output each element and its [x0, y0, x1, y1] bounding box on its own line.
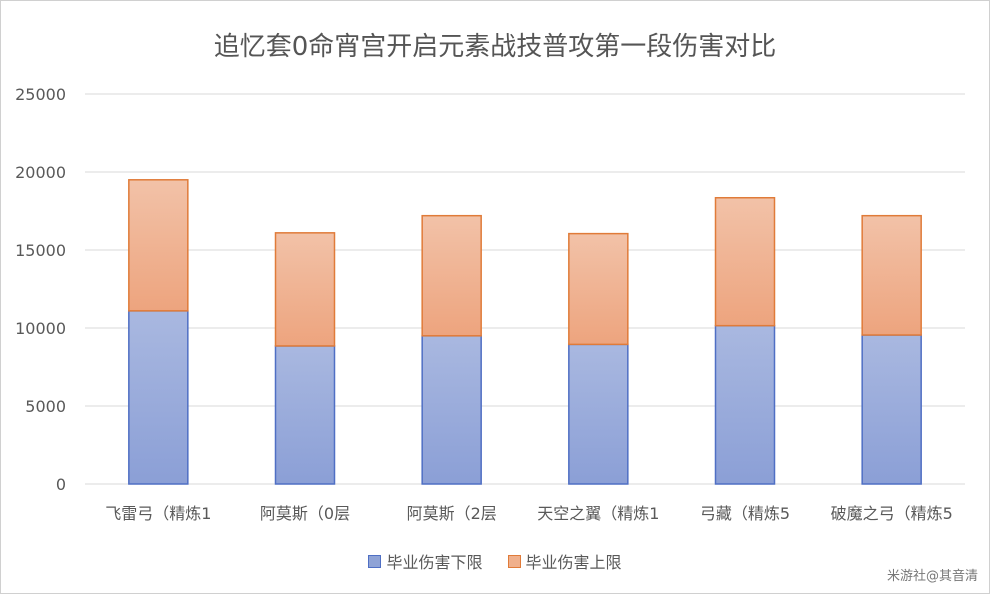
- chart-title: 追忆套0命宵宫开启元素战技普攻第一段伤害对比: [213, 32, 777, 62]
- bar-lower: [714, 324, 776, 485]
- y-tick-label: 0: [56, 475, 66, 494]
- legend-swatch-upper: [507, 554, 521, 568]
- bar-upper: [274, 232, 336, 347]
- x-tick-label: 飞雷弓（精炼1: [105, 504, 211, 523]
- x-tick-label: 破魔之弓（精炼5: [831, 504, 953, 523]
- bar-lower: [128, 310, 189, 485]
- y-tick-label: 20000: [15, 163, 66, 182]
- y-tick-label: 10000: [15, 319, 66, 338]
- legend-label-lower: 毕业伤害下限: [386, 553, 483, 572]
- bar-lower: [861, 334, 922, 485]
- x-tick-label: 阿莫斯（2层: [407, 504, 497, 523]
- bar-lower: [568, 343, 629, 485]
- y-tick-label: 15000: [15, 241, 66, 260]
- bar-lower: [421, 335, 482, 485]
- legend-swatch-lower: [368, 554, 382, 568]
- x-tick-label: 弓藏（精炼5: [700, 504, 790, 523]
- bar-lower: [274, 345, 336, 485]
- bar-upper: [861, 214, 922, 336]
- bar-upper: [714, 196, 776, 327]
- legend-label-upper: 毕业伤害上限: [525, 553, 622, 572]
- legend-item-upper: 毕业伤害上限: [507, 549, 622, 573]
- x-tick-label: 天空之翼（精炼1: [537, 504, 659, 523]
- y-tick-label: 25000: [15, 85, 66, 104]
- bar-upper: [568, 232, 629, 346]
- y-tick-label: 5000: [25, 397, 66, 416]
- legend: 毕业伤害下限 毕业伤害上限: [0, 549, 990, 573]
- watermark: 米游社@其音清: [886, 569, 978, 584]
- bar-upper: [421, 214, 482, 337]
- x-tick-label: 阿莫斯（0层: [260, 504, 350, 523]
- bar-upper: [128, 179, 189, 312]
- legend-item-lower: 毕业伤害下限: [368, 549, 482, 573]
